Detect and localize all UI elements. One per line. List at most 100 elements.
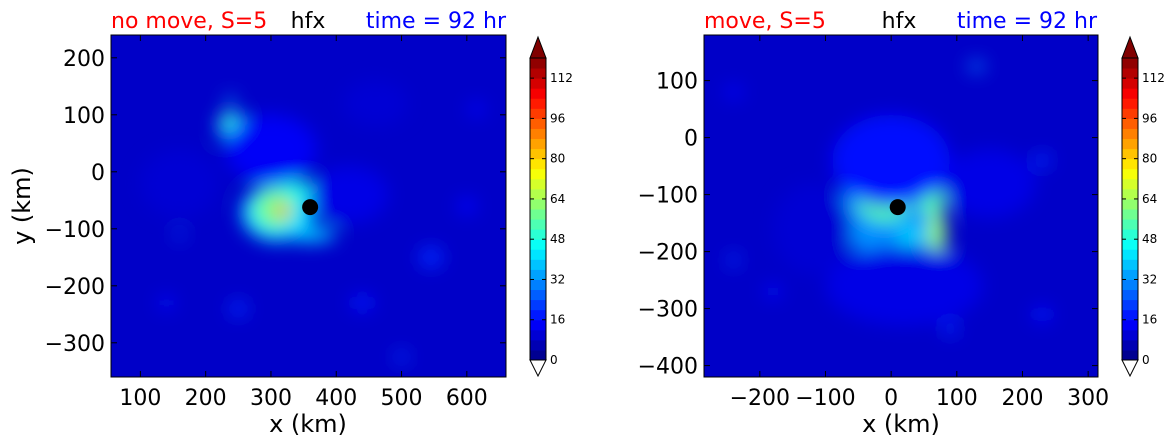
colorbar-tick-label-no-move: 112 — [550, 71, 573, 85]
colorbar-band-move — [1122, 148, 1138, 160]
heat-feature-move — [942, 321, 959, 336]
colorbar-band-move — [1122, 78, 1138, 89]
colorbar-band-no-move — [530, 58, 546, 69]
colorbar-band-move — [1122, 239, 1138, 250]
heat-feature-move — [1032, 153, 1052, 168]
y-tick-label-move: −300 — [638, 298, 698, 323]
colorbar-band-move — [1122, 158, 1138, 170]
colorbar-tick-label-move: 32 — [1142, 272, 1157, 286]
y-tick-label-move: −100 — [638, 184, 698, 209]
heat-feature-move — [825, 245, 984, 326]
heat-feature-no-move — [229, 300, 248, 317]
storm-center-marker-move — [889, 199, 906, 216]
heat-feature-no-move — [342, 80, 409, 127]
colorbar-band-move — [1122, 58, 1138, 69]
colorbar-extend-top-no-move — [529, 35, 547, 59]
colorbar-band-move — [1122, 188, 1138, 200]
y-axis-label-no-move: y (km) — [8, 167, 36, 245]
colorbar-band-no-move — [530, 309, 546, 321]
colorbar-band-move — [1122, 108, 1138, 119]
y-tick-label-move: −200 — [638, 241, 698, 266]
heat-feature-no-move — [284, 226, 337, 243]
colorbar-frame-move — [1121, 57, 1139, 361]
colorbar-band-no-move — [530, 299, 546, 311]
y-tick-label-no-move: −200 — [45, 275, 105, 300]
chart-title-right-no-move: time = 92 hr — [366, 9, 507, 34]
colorbar-band-no-move — [530, 168, 546, 180]
y-tick-label-no-move: 200 — [63, 47, 105, 72]
colorbar-band-no-move — [530, 249, 546, 260]
colorbar-band-move — [1122, 329, 1138, 341]
colorbar-no-move: 0 16 32 48 64 80 96 112 — [529, 35, 573, 378]
heat-feature-no-move — [254, 189, 294, 229]
colorbar-band-no-move — [530, 78, 546, 89]
y-tick-label-no-move: 0 — [91, 161, 105, 186]
colorbar-band-move — [1122, 198, 1138, 210]
colorbar-extend-bottom-move — [1121, 359, 1139, 378]
colorbar-band-move — [1122, 178, 1138, 190]
colorbar-band-no-move — [530, 198, 546, 210]
colorbar-band-no-move — [530, 138, 546, 150]
colorbar-band-move — [1122, 229, 1138, 240]
y-tick-label-move: −400 — [638, 355, 698, 380]
colorbar-band-move — [1122, 88, 1138, 99]
colorbar-tick-label-move: 48 — [1142, 232, 1157, 246]
colorbar-extend-top-move — [1121, 35, 1139, 59]
colorbar-tick-label-move: 112 — [1142, 71, 1165, 85]
colorbar-band-move — [1122, 319, 1138, 331]
colorbar-band-move — [1122, 138, 1138, 150]
colorbar-band-no-move — [530, 289, 546, 301]
colorbar-band-move — [1122, 269, 1138, 280]
colorbar-band-move — [1122, 309, 1138, 321]
chart-title-right-move: time = 92 hr — [957, 9, 1098, 34]
colorbar-band-move — [1122, 289, 1138, 301]
colorbar-tick-label-move: 96 — [1142, 111, 1157, 125]
heat-feature-no-move — [457, 198, 476, 214]
x-tick-label-no-move: 100 — [119, 386, 161, 411]
panel-move: −200 −100 0 100 200 300 1000−100−200−300−400 … — [638, 9, 1165, 438]
heat-feature-move — [927, 209, 947, 260]
heat-feature-move — [724, 85, 743, 99]
colorbar-band-move — [1122, 168, 1138, 180]
x-tick-label-move: −100 — [795, 386, 855, 411]
chart-title-middle-move: hfx — [882, 9, 917, 34]
heat-feature-no-move — [395, 351, 409, 363]
x-tick-label-no-move: 500 — [381, 386, 423, 411]
colorbar-band-move — [1122, 118, 1138, 129]
colorbar-band-no-move — [530, 269, 546, 280]
colorbar-extend-bottom-no-move — [529, 359, 547, 378]
colorbar-band-no-move — [530, 279, 546, 291]
heat-feature-move — [765, 284, 781, 299]
heat-feature-move — [772, 183, 852, 275]
x-tick-label-no-move: 300 — [250, 386, 292, 411]
colorbar-band-no-move — [530, 98, 546, 109]
colorbar-tick-label-move: 80 — [1142, 152, 1157, 166]
colorbar-tick-label-no-move: 48 — [550, 232, 565, 246]
y-tick-label-no-move: 100 — [63, 104, 105, 129]
plot-frame-move — [703, 34, 1099, 378]
heat-feature-no-move — [225, 114, 317, 184]
x-tick-label-move: −200 — [730, 386, 790, 411]
colorbar-tick-label-no-move: 80 — [550, 152, 565, 166]
y-tick-label-no-move: −100 — [45, 218, 105, 243]
chart-title-left-move: move, S=5 — [704, 9, 826, 34]
x-tick-label-no-move: 400 — [315, 386, 357, 411]
plot-frame-no-move — [110, 34, 507, 378]
colorbar-band-no-move — [530, 188, 546, 200]
heat-feature-move — [832, 114, 951, 206]
colorbar-tick-label-no-move: 32 — [550, 272, 565, 286]
heat-feature-no-move — [468, 102, 485, 116]
colorbar-band-no-move — [530, 148, 546, 160]
colorbar-band-no-move — [530, 319, 546, 331]
heat-feature-move — [943, 149, 1036, 218]
heat-feature-no-move — [226, 95, 235, 106]
y-tick-label-no-move: −300 — [45, 332, 105, 357]
heatmap-no-move — [111, 35, 506, 377]
chart-title-middle-no-move: hfx — [291, 9, 326, 34]
colorbar-band-no-move — [530, 209, 546, 220]
colorbar-band-no-move — [530, 339, 546, 351]
y-tick-label-move: 100 — [656, 70, 698, 95]
colorbar-band-move — [1122, 299, 1138, 311]
colorbar-band-no-move — [530, 329, 546, 341]
